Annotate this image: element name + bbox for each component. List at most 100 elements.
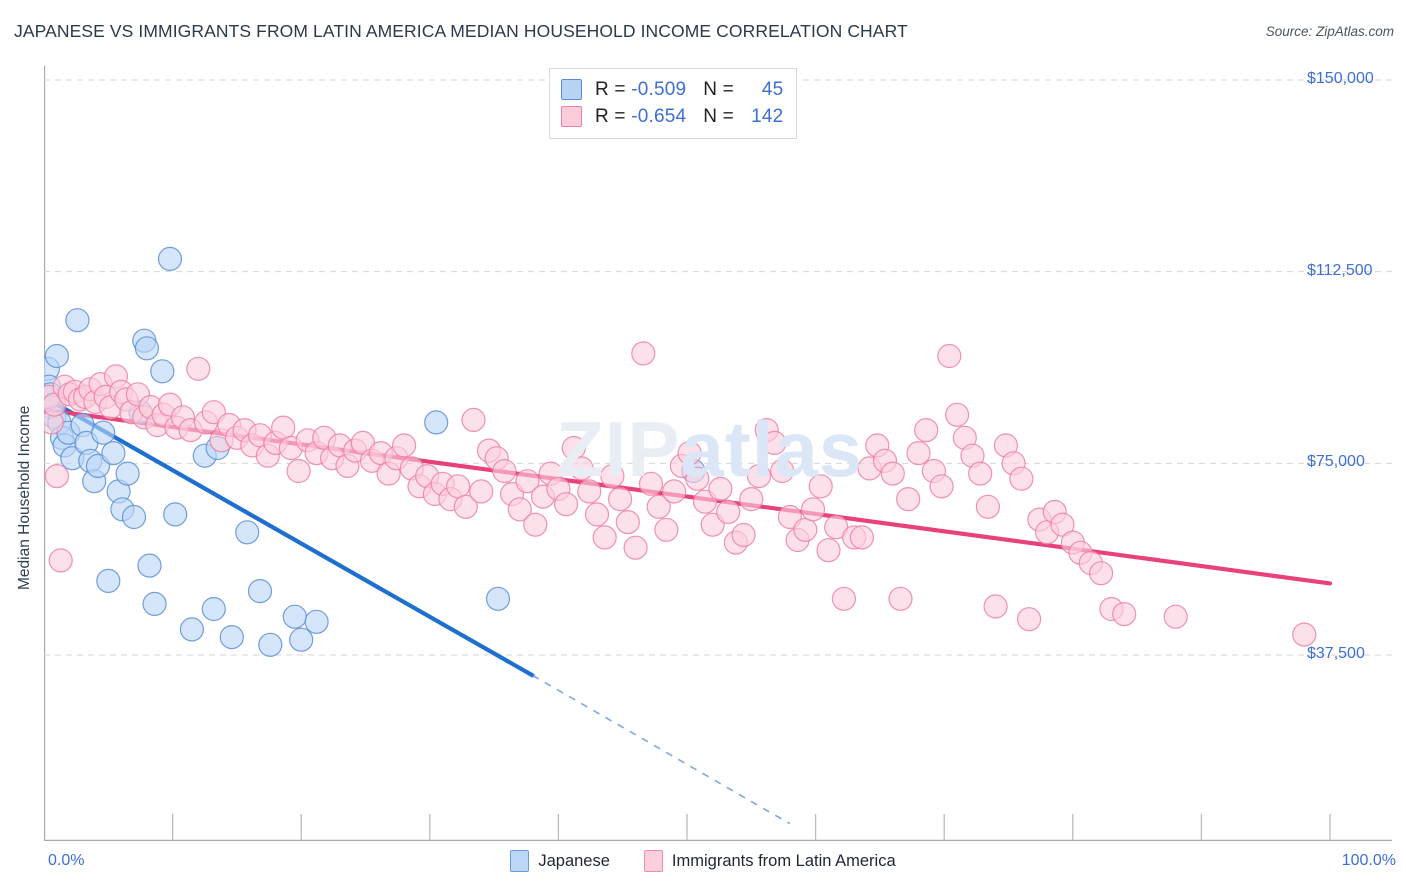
data-point [770,458,795,484]
data-point [731,522,756,547]
data-point [201,596,226,622]
data-point [944,402,970,427]
data-point [975,494,1001,519]
data-point [157,246,183,271]
data-point [247,578,273,604]
data-point [746,464,772,489]
data-point [739,487,764,512]
data-point [677,441,702,466]
series-legend: Japanese Immigrants from Latin America [0,850,1406,872]
data-point [1112,601,1137,627]
data-point [646,494,671,519]
y-axis-title-text: Median Household Income [16,405,33,590]
data-point [91,420,116,445]
data-point [1050,512,1075,537]
data-point [163,502,188,527]
data-point [492,458,517,484]
series-points-immigrants-from-latin-america [44,341,1317,647]
data-point [983,594,1008,619]
data-point [304,609,329,634]
data-point [150,359,175,384]
r-value-japanese: -0.509 [631,78,687,100]
data-point [638,471,664,496]
data-point [831,586,857,611]
correlation-stats-legend: R = -0.509 N = 45 R = -0.654 N = 142 [549,68,798,139]
legend-swatch-japanese-icon [561,79,582,100]
data-point [446,474,471,499]
legend-swatch-latin-america-icon [561,106,582,127]
x-axis-max-label: 100.0% [1341,852,1396,869]
y-tick-label-75000: $75,000 [1307,453,1365,471]
data-point [615,510,640,535]
data-point [115,461,140,486]
legend-item-japanese[interactable]: Japanese [510,850,610,872]
r-label-japanese: R = [595,78,632,100]
data-point [121,504,147,530]
data-point [937,343,962,369]
data-point [569,456,594,481]
data-point [523,512,548,537]
data-point [235,520,260,545]
data-point [515,469,540,494]
series-points-japanese [44,246,706,657]
data-point [507,497,532,522]
page-title: JAPANESE VS IMMIGRANTS FROM LATIN AMERIC… [14,21,908,41]
data-point [1016,607,1042,632]
data-point [1163,604,1188,629]
data-point [914,418,939,443]
data-point [289,627,314,652]
data-point [424,410,449,435]
n-value-latin-america: 142 [751,105,784,127]
data-point [808,474,833,499]
data-point [685,466,710,491]
data-point [271,415,296,440]
data-point [96,568,121,594]
r-label-latin-america: R = [595,105,632,127]
n-label-latin-america: N = [703,105,740,127]
data-point [793,517,818,542]
data-point [888,586,913,611]
data-point [800,497,826,522]
stat-japanese-text: R = -0.509 N = 45 [595,79,783,101]
data-point [142,591,167,617]
data-point [469,479,494,504]
data-point [553,492,579,517]
data-point [708,476,733,501]
n-label-japanese: N = [703,78,740,100]
data-point [816,538,841,563]
y-tick-label-112500: $112,500 [1307,261,1373,279]
data-point [286,458,311,484]
data-point [258,632,283,657]
n-value-japanese: 45 [761,78,784,100]
data-point [44,464,69,489]
legend-label-japanese: Japanese [538,851,610,870]
data-point [623,535,648,560]
data-point [392,433,417,458]
data-point [1009,466,1034,491]
data-point [607,487,633,512]
data-point [600,464,625,489]
data-point [101,441,126,466]
data-point [461,407,486,432]
data-point [219,624,244,650]
legend-label-latin-america: Immigrants from Latin America [671,851,896,870]
data-point [44,343,69,369]
stat-row-latin-america: R = -0.654 N = 142 [561,103,783,130]
legend-color-box-latin-america-icon [643,850,663,872]
data-point [968,461,993,486]
y-tick-label-37500: $37,500 [1307,645,1365,662]
x-axis-min-label: 0.0% [48,852,85,869]
legend-item-latin-america[interactable]: Immigrants from Latin America [643,850,896,872]
y-tick-label-150000: $150,000 [1307,70,1374,87]
data-point [849,525,875,550]
data-point [134,336,160,361]
data-point [1292,622,1317,647]
data-point [584,502,610,527]
data-point [906,441,931,466]
data-point [896,487,921,512]
source-attribution: Source: ZipAtlas.com [1265,24,1394,39]
data-point [577,479,602,504]
stat-row-japanese: R = -0.509 N = 45 [561,76,783,103]
y-axis-title: Median Household Income [0,18,33,590]
data-point [137,553,162,578]
